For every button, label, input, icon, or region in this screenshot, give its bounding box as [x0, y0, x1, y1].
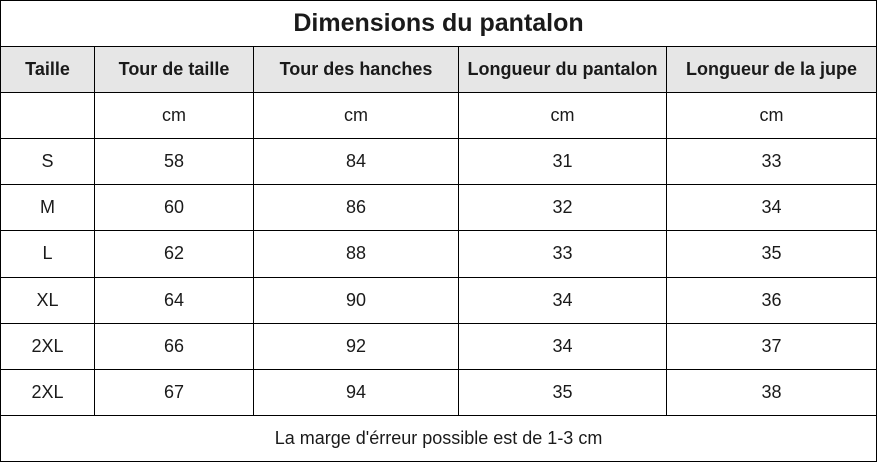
hips-cell: 88 — [253, 230, 459, 278]
size-cell: 2XL — [0, 322, 95, 370]
size-cell: XL — [0, 276, 95, 324]
tolerance-note: La marge d'érreur possible est de 1-3 cm — [0, 414, 877, 463]
skirt-length-cell: 34 — [665, 184, 877, 232]
hips-cell: 92 — [253, 322, 459, 370]
table-row: XL 64 90 34 36 — [0, 276, 877, 324]
column-header-size: Taille — [0, 46, 95, 93]
table-row: L 62 88 33 35 — [0, 230, 877, 278]
skirt-length-cell: 33 — [665, 138, 877, 186]
column-header-skirt-length: Longueur de la jupe — [665, 46, 877, 93]
waist-cell: 58 — [94, 138, 254, 186]
column-header-pant-length: Longueur du pantalon — [458, 46, 667, 93]
pant-length-cell: 33 — [458, 230, 667, 278]
waist-cell: 62 — [94, 230, 254, 278]
table-title: Dimensions du pantalon — [0, 0, 877, 47]
skirt-length-cell: 36 — [665, 276, 877, 324]
hips-cell: 86 — [253, 184, 459, 232]
size-cell: 2XL — [0, 368, 95, 416]
unit-cell: cm — [94, 91, 254, 140]
units-row: cm cm cm cm — [0, 91, 877, 140]
pant-length-cell: 34 — [458, 276, 667, 324]
pant-length-cell: 31 — [458, 138, 667, 186]
table-row: M 60 86 32 34 — [0, 184, 877, 232]
size-cell: M — [0, 184, 95, 232]
waist-cell: 60 — [94, 184, 254, 232]
skirt-length-cell: 35 — [665, 230, 877, 278]
hips-cell: 90 — [253, 276, 459, 324]
skirt-length-cell: 37 — [665, 322, 877, 370]
unit-cell: cm — [253, 91, 459, 140]
waist-cell: 67 — [94, 368, 254, 416]
unit-cell: cm — [665, 91, 877, 140]
unit-cell: cm — [458, 91, 667, 140]
column-header-waist: Tour de taille — [94, 46, 254, 93]
skirt-length-cell: 38 — [665, 368, 877, 416]
pant-length-cell: 34 — [458, 322, 667, 370]
title-row: Dimensions du pantalon — [0, 0, 877, 47]
hips-cell: 84 — [253, 138, 459, 186]
footer-row: La marge d'érreur possible est de 1-3 cm — [0, 414, 877, 463]
table-row: 2XL 66 92 34 37 — [0, 322, 877, 370]
column-header-hips: Tour des hanches — [253, 46, 459, 93]
table-row: S 58 84 31 33 — [0, 138, 877, 186]
table-row: 2XL 67 94 35 38 — [0, 368, 877, 416]
column-header-row: Taille Tour de taille Tour des hanches L… — [0, 46, 877, 93]
hips-cell: 94 — [253, 368, 459, 416]
size-cell: S — [0, 138, 95, 186]
pant-length-cell: 35 — [458, 368, 667, 416]
pant-length-cell: 32 — [458, 184, 667, 232]
waist-cell: 66 — [94, 322, 254, 370]
waist-cell: 64 — [94, 276, 254, 324]
unit-cell — [0, 91, 95, 140]
size-cell: L — [0, 230, 95, 278]
